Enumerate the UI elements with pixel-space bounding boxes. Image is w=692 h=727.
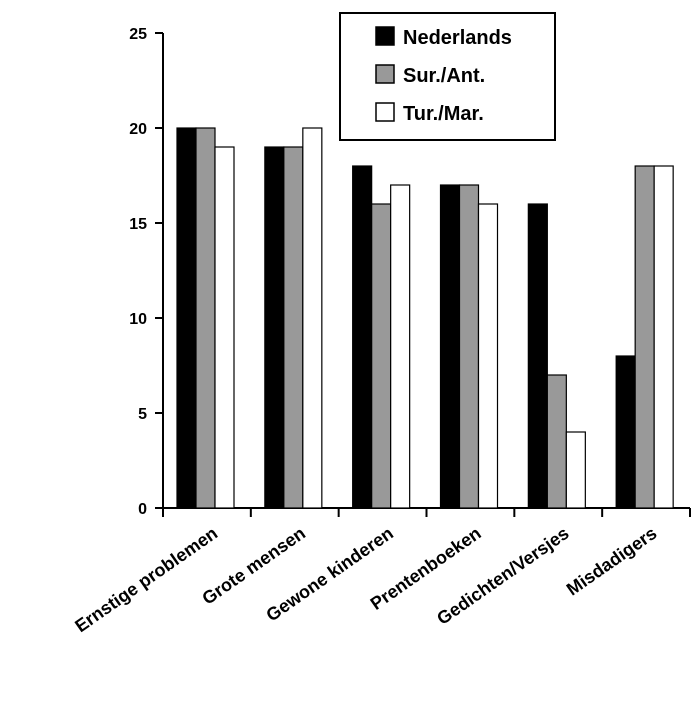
legend-swatch <box>375 102 395 122</box>
x-axis <box>162 507 691 517</box>
bar-nederlands-2 <box>352 165 373 509</box>
y-tick-label: 20 <box>129 121 147 138</box>
category-label: Misdadigers <box>563 523 661 600</box>
y-tick-label: 15 <box>129 216 147 233</box>
bar-tur-mar-0 <box>214 146 235 509</box>
bars <box>176 127 674 509</box>
bar-tur-mar-1 <box>302 127 323 509</box>
bar-nederlands-1 <box>264 146 285 509</box>
bar-nederlands-5 <box>615 355 636 509</box>
bar-sur-ant-1 <box>283 146 304 509</box>
bar-sur-ant-0 <box>195 127 216 509</box>
bar-nederlands-3 <box>439 184 461 509</box>
y-tick-label: 10 <box>129 311 147 328</box>
y-tick-label: 5 <box>138 406 147 423</box>
bar-nederlands-4 <box>527 203 548 509</box>
bar-tur-mar-3 <box>477 203 499 509</box>
legend-swatch <box>375 26 395 46</box>
bar-tur-mar-5 <box>653 165 674 509</box>
bar-tur-mar-2 <box>390 184 411 509</box>
bar-nederlands-0 <box>176 127 197 509</box>
bar-tur-mar-4 <box>565 431 586 509</box>
bar-sur-ant-5 <box>634 165 655 509</box>
bar-sur-ant-4 <box>546 374 567 509</box>
legend: Nederlands Sur./Ant. Tur./Mar. <box>339 12 556 141</box>
legend-label: Nederlands <box>403 27 512 49</box>
bar-sur-ant-2 <box>371 203 392 509</box>
y-axis: 0 5 10 15 20 25 <box>129 26 164 518</box>
y-tick-label: 25 <box>129 26 147 43</box>
legend-label: Sur./Ant. <box>403 65 485 87</box>
legend-swatch <box>375 64 395 84</box>
legend-label: Tur./Mar. <box>403 103 484 125</box>
bar-sur-ant-3 <box>458 184 480 509</box>
y-tick-label: 0 <box>138 501 147 518</box>
category-label: Ernstige problemen <box>71 523 221 636</box>
